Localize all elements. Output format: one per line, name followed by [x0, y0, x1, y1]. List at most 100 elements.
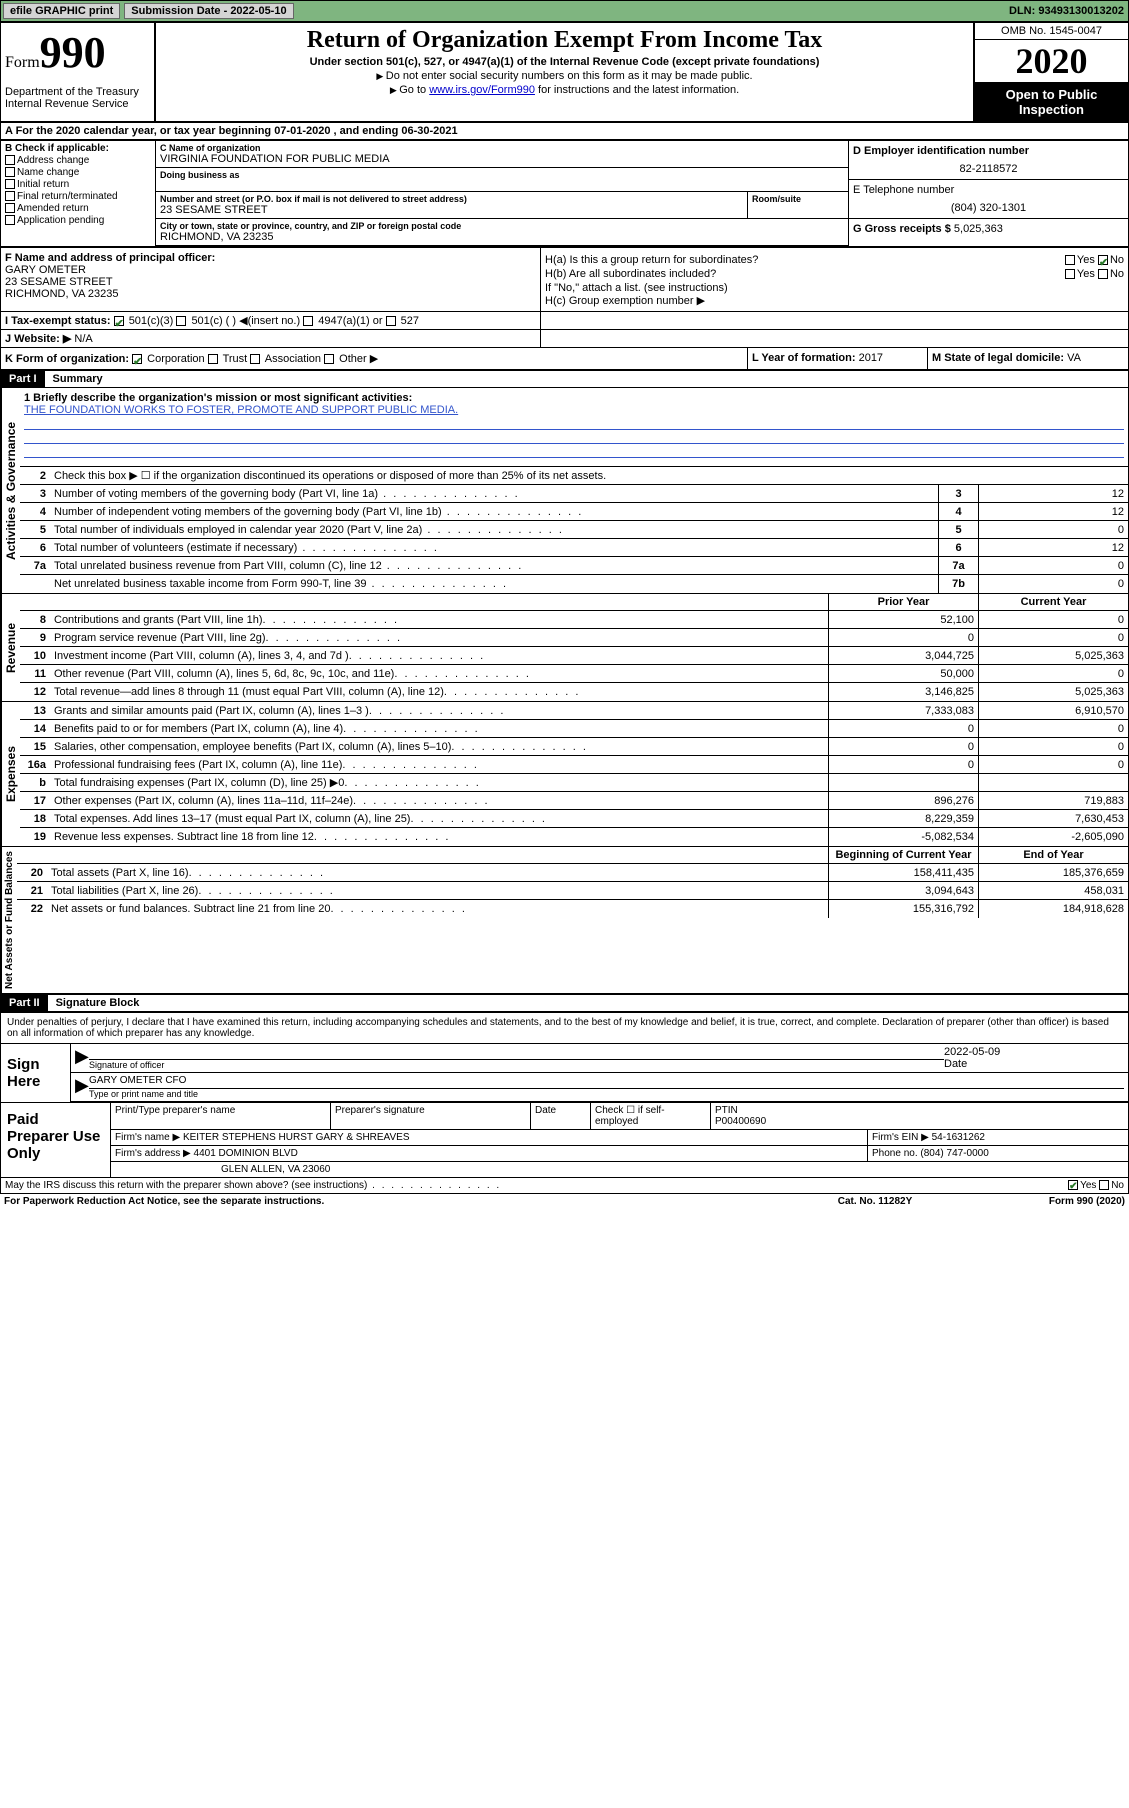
ha-yes[interactable] — [1065, 255, 1075, 265]
discuss-no[interactable] — [1099, 1180, 1109, 1190]
cb-corp[interactable]: ✔ — [132, 354, 142, 364]
city-value: RICHMOND, VA 23235 — [160, 231, 844, 243]
end-year-hdr: End of Year — [978, 847, 1128, 863]
form-ref: Form 990 (2020) — [975, 1196, 1125, 1207]
cb-527[interactable] — [386, 316, 396, 326]
summary-line: 3 Number of voting members of the govern… — [20, 485, 1128, 503]
revenue-section: Revenue Prior Year Current Year 8 Contri… — [0, 594, 1129, 702]
h-box: H(a) Is this a group return for subordin… — [541, 248, 1128, 311]
part1-badge: Part I — [1, 371, 45, 387]
rev-hdr: Prior Year Current Year — [20, 594, 1128, 611]
data-line: 10 Investment income (Part VIII, column … — [20, 647, 1128, 665]
sig-name-lbl: Type or print name and title — [89, 1089, 1124, 1099]
summary-line: 5 Total number of individuals employed i… — [20, 521, 1128, 539]
officer-city: RICHMOND, VA 23235 — [5, 288, 536, 300]
data-line: 13 Grants and similar amounts paid (Part… — [20, 702, 1128, 720]
phone-value: (804) 747-0000 — [920, 1148, 988, 1159]
top-toolbar: efile GRAPHIC print Submission Date - 20… — [0, 0, 1129, 22]
cat-no: Cat. No. 11282Y — [775, 1196, 975, 1207]
summary-line: 7a Total unrelated business revenue from… — [20, 557, 1128, 575]
l-box: L Year of formation: 2017 — [748, 348, 928, 369]
org-name-label: C Name of organization — [160, 143, 844, 153]
cb-amended[interactable] — [5, 203, 15, 213]
f-label: F Name and address of principal officer: — [5, 252, 536, 264]
klm-row: K Form of organization: ✔ Corporation Tr… — [0, 348, 1129, 370]
hb-note: If "No," attach a list. (see instruction… — [545, 282, 1124, 294]
k-box: K Form of organization: ✔ Corporation Tr… — [1, 348, 748, 369]
ha-no[interactable]: ✔ — [1098, 255, 1108, 265]
vert-exp: Expenses — [1, 702, 20, 846]
arrow-icon: ▶ — [75, 1075, 89, 1099]
prior-year-hdr: Prior Year — [828, 594, 978, 610]
cb-trust[interactable] — [208, 354, 218, 364]
data-line: 8 Contributions and grants (Part VIII, l… — [20, 611, 1128, 629]
hb-yes[interactable] — [1065, 269, 1075, 279]
cb-assoc[interactable] — [250, 354, 260, 364]
hb-no[interactable] — [1098, 269, 1108, 279]
form-title-box: Return of Organization Exempt From Incom… — [155, 22, 974, 122]
sig-officer — [89, 1046, 944, 1060]
hc-label: H(c) Group exemption number ▶ — [545, 294, 1124, 307]
j-row: J Website: ▶ N/A — [0, 330, 1129, 348]
cb-initial[interactable] — [5, 179, 15, 189]
fgh-row: F Name and address of principal officer:… — [0, 247, 1129, 312]
prep-name-lbl: Print/Type preparer's name — [111, 1103, 331, 1129]
mission-area: 1 Briefly describe the organization's mi… — [20, 388, 1128, 467]
line2: 2Check this box ▶ ☐ if the organization … — [20, 467, 1128, 485]
data-line: 22 Net assets or fund balances. Subtract… — [17, 900, 1128, 918]
prep-sig-lbl: Preparer's signature — [331, 1103, 531, 1129]
cb-final[interactable] — [5, 191, 15, 201]
form990-link[interactable]: www.irs.gov/Form990 — [429, 84, 535, 96]
sig-name: GARY OMETER CFO — [89, 1075, 1124, 1089]
cb-501c[interactable] — [176, 316, 186, 326]
gross-value: 5,025,363 — [954, 223, 1003, 235]
efile-button[interactable]: efile GRAPHIC print — [3, 3, 120, 19]
vert-ag: Activities & Governance — [1, 388, 20, 593]
sign-here-label: Sign Here — [1, 1044, 71, 1102]
summary-line: 6 Total number of volunteers (estimate i… — [20, 539, 1128, 557]
tel-label: E Telephone number — [853, 184, 1124, 196]
check-applicable: B Check if applicable: Address change Na… — [1, 141, 156, 246]
room-label: Room/suite — [752, 194, 844, 204]
gross-label: G Gross receipts $ — [853, 223, 951, 235]
officer-name: GARY OMETER — [5, 264, 536, 276]
cb-4947[interactable] — [303, 316, 313, 326]
dln-label: DLN: 93493130013202 — [1005, 5, 1128, 17]
sig-intro: Under penalties of perjury, I declare th… — [1, 1013, 1128, 1044]
cb-name[interactable] — [5, 167, 15, 177]
firm-addr1: 4401 DOMINION BLVD — [194, 1148, 298, 1159]
form-note2: Go to www.irs.gov/Form990 for instructio… — [164, 84, 965, 96]
data-line: 9 Program service revenue (Part VIII, li… — [20, 629, 1128, 647]
discuss-yes[interactable]: ✔ — [1068, 1180, 1078, 1190]
ein-box: D Employer identification number 82-2118… — [848, 141, 1128, 246]
ij-row: I Tax-exempt status: ✔ 501(c)(3) 501(c) … — [0, 312, 1129, 330]
activities-governance: Activities & Governance 1 Briefly descri… — [0, 388, 1129, 594]
b-label: B Check if applicable: — [5, 143, 151, 154]
cb-501c3[interactable]: ✔ — [114, 316, 124, 326]
part1-header: Part I Summary — [0, 370, 1129, 388]
tel-value: (804) 320-1301 — [853, 202, 1124, 214]
part1-title: Summary — [45, 371, 111, 387]
website-value: N/A — [74, 333, 92, 345]
dept-label: Department of the Treasury Internal Reve… — [5, 86, 150, 110]
cb-address[interactable] — [5, 155, 15, 165]
paperwork-note: For Paperwork Reduction Act Notice, see … — [4, 1196, 775, 1207]
ein-value: 82-2118572 — [853, 163, 1124, 175]
vert-net: Net Assets or Fund Balances — [1, 847, 17, 993]
check-self: Check ☐ if self-employed — [591, 1103, 711, 1129]
part2-title: Signature Block — [48, 995, 148, 1011]
officer-box: F Name and address of principal officer:… — [1, 248, 541, 311]
form-title: Return of Organization Exempt From Incom… — [164, 27, 965, 54]
submission-button[interactable]: Submission Date - 2022-05-10 — [124, 3, 293, 19]
summary-line: Net unrelated business taxable income fr… — [20, 575, 1128, 593]
cb-pending[interactable] — [5, 215, 15, 225]
org-info: C Name of organization VIRGINIA FOUNDATI… — [156, 141, 848, 246]
officer-street: 23 SESAME STREET — [5, 276, 536, 288]
firm-addr2: GLEN ALLEN, VA 23060 — [111, 1162, 1128, 1177]
cb-other[interactable] — [324, 354, 334, 364]
period-row: A For the 2020 calendar year, or tax yea… — [0, 122, 1129, 140]
data-line: 11 Other revenue (Part VIII, column (A),… — [20, 665, 1128, 683]
data-line: 19 Revenue less expenses. Subtract line … — [20, 828, 1128, 846]
street-value: 23 SESAME STREET — [160, 204, 743, 216]
form-word: Form — [5, 54, 40, 71]
